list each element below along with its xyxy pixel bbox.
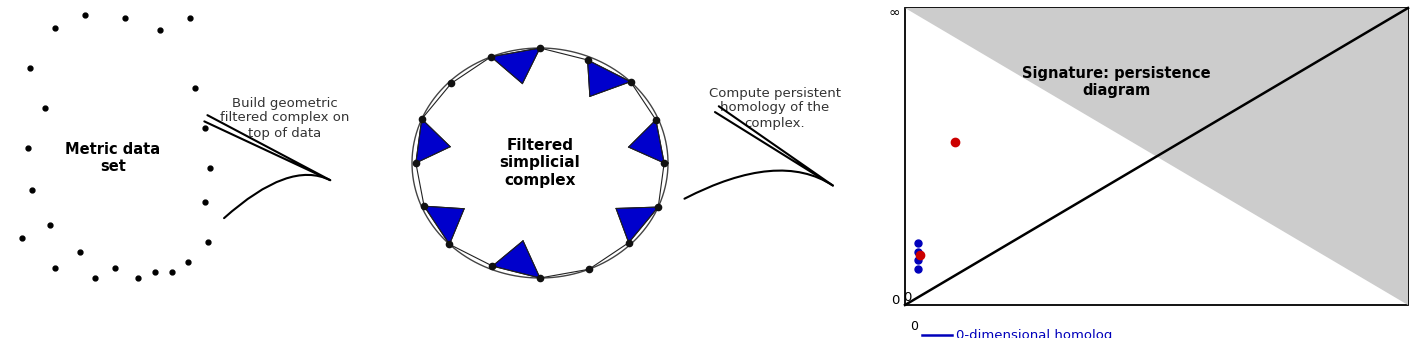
- Polygon shape: [415, 119, 451, 163]
- Text: 0: 0: [903, 291, 912, 304]
- Text: Compute persistent
homology of the
complex.: Compute persistent homology of the compl…: [710, 87, 840, 129]
- Polygon shape: [424, 206, 464, 244]
- Text: Build geometric
filtered complex on
top of data: Build geometric filtered complex on top …: [220, 97, 350, 140]
- Polygon shape: [492, 241, 540, 278]
- Text: 0-dimensional homolog: 0-dimensional homolog: [956, 329, 1112, 338]
- Text: Filtered
simplicial
complex: Filtered simplicial complex: [499, 138, 580, 188]
- Polygon shape: [904, 8, 1408, 305]
- Text: 0: 0: [892, 294, 900, 307]
- Text: ∞: ∞: [889, 6, 900, 20]
- Polygon shape: [616, 207, 658, 243]
- Polygon shape: [629, 120, 664, 163]
- Text: Metric data
set: Metric data set: [65, 142, 161, 174]
- Polygon shape: [491, 48, 540, 83]
- Bar: [904, 8, 1408, 305]
- Text: 0: 0: [910, 320, 919, 334]
- Polygon shape: [587, 60, 630, 96]
- Text: Signature: persistence
diagram: Signature: persistence diagram: [1022, 66, 1210, 98]
